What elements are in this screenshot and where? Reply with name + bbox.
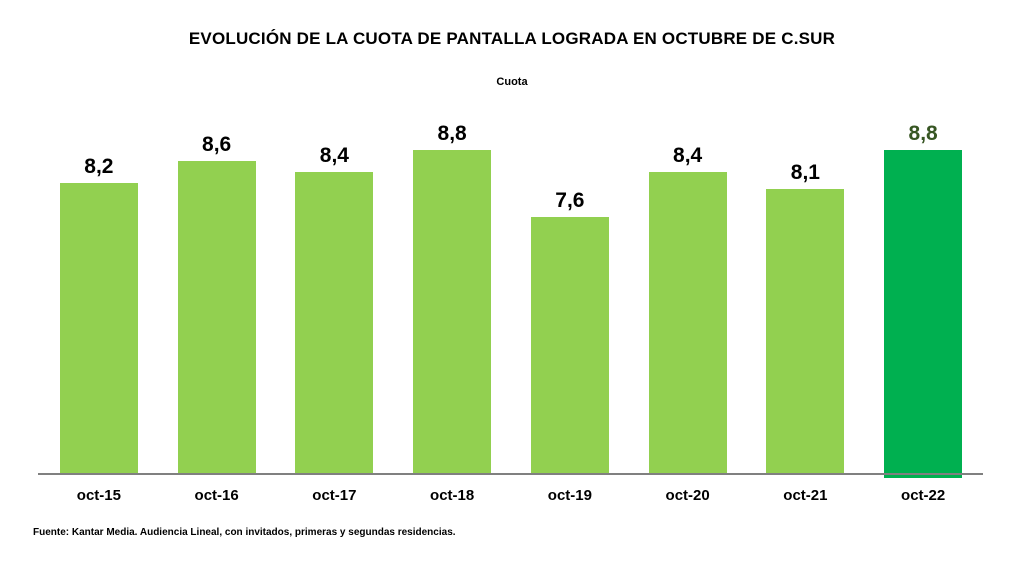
legend-title: Cuota bbox=[496, 76, 528, 88]
bar bbox=[295, 171, 374, 474]
bar-column: 8,2 bbox=[59, 155, 138, 474]
bar-column: 8,4 bbox=[295, 143, 374, 474]
bar-value-label: 7,6 bbox=[555, 188, 585, 212]
x-axis-label: oct-19 bbox=[547, 487, 592, 504]
x-axis-label: oct-15 bbox=[76, 487, 121, 504]
x-axis-label: oct-18 bbox=[430, 487, 475, 504]
bar bbox=[648, 171, 727, 474]
bar-column: 8,6 bbox=[177, 132, 256, 474]
bar-column: 8,8 bbox=[413, 121, 492, 474]
bar-value-label: 8,8 bbox=[908, 121, 938, 145]
x-axis-label: oct-16 bbox=[194, 487, 239, 504]
x-axis-labels: oct-15 oct-16 oct-17 oct-18 oct-19 oct-20 oct-… bbox=[40, 487, 982, 504]
bar-column: 7,6 bbox=[530, 188, 609, 474]
bar-column: 8,1 bbox=[766, 160, 845, 474]
x-axis-label: oct-22 bbox=[901, 487, 946, 504]
x-axis-label: oct-20 bbox=[665, 487, 710, 504]
source-note: Fuente: Kantar Media. Audiencia Lineal, … bbox=[33, 527, 456, 538]
bar-value-label: 8,4 bbox=[673, 143, 703, 167]
x-axis-label: oct-17 bbox=[312, 487, 357, 504]
x-axis-line bbox=[38, 473, 983, 475]
bar-value-label: 8,1 bbox=[790, 160, 820, 184]
bar-value-label: 8,6 bbox=[202, 132, 232, 156]
chart-title: EVOLUCIÓN DE LA CUOTA DE PANTALLA LOGRAD… bbox=[188, 29, 836, 48]
bar-value-label: 8,2 bbox=[84, 155, 114, 179]
bar-value-label: 8,4 bbox=[319, 143, 349, 167]
bar-highlighted bbox=[884, 149, 963, 478]
bar-value-label: 8,8 bbox=[437, 121, 467, 145]
bars-container: 8,2 8,6 8,4 8,8 7,6 8,4 8,1 8,8 bbox=[40, 88, 982, 478]
bar bbox=[530, 216, 609, 474]
bar-column: 8,8 bbox=[884, 121, 963, 478]
bar bbox=[766, 188, 845, 474]
plot-area: 8,2 8,6 8,4 8,8 7,6 8,4 8,1 8,8 bbox=[38, 88, 983, 478]
bar bbox=[413, 149, 492, 474]
bar-column: 8,4 bbox=[648, 143, 727, 474]
bar bbox=[59, 183, 138, 474]
x-axis-label: oct-21 bbox=[783, 487, 828, 504]
bar bbox=[177, 160, 256, 474]
